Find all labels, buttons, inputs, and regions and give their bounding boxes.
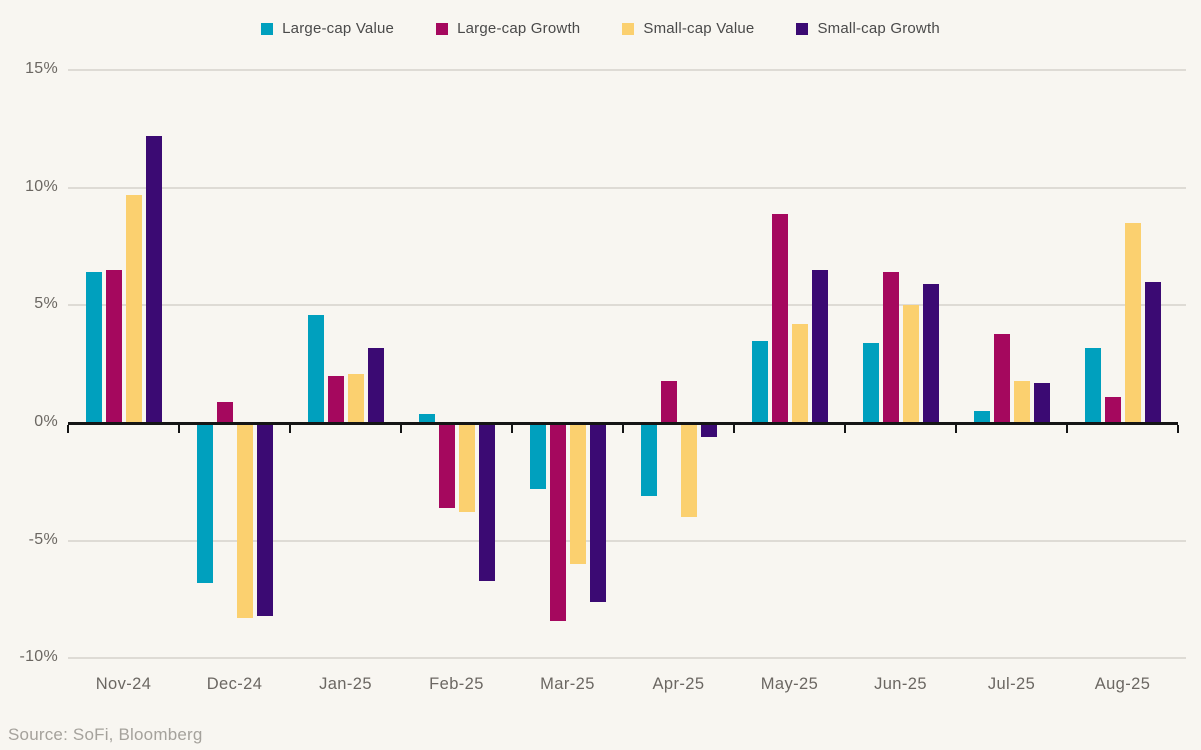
x-axis-tick	[400, 425, 402, 433]
bar	[530, 423, 546, 489]
bar	[368, 347, 384, 423]
bar	[681, 423, 697, 518]
x-axis-tick	[289, 425, 291, 433]
x-axis-label: Mar-25	[540, 675, 595, 693]
legend-item: Small-cap Value	[622, 20, 754, 37]
bar	[126, 194, 142, 423]
bar	[903, 305, 919, 423]
bar	[752, 340, 768, 423]
gridline	[68, 657, 1186, 660]
bar	[590, 423, 606, 602]
bar	[1085, 347, 1101, 423]
bar	[217, 401, 233, 423]
x-axis-tick	[1177, 425, 1179, 433]
x-axis-tick	[178, 425, 180, 433]
bar	[348, 373, 364, 423]
legend-label: Large-cap Value	[282, 20, 395, 37]
x-axis-tick	[1066, 425, 1068, 433]
bar	[308, 314, 324, 423]
legend-item: Small-cap Growth	[796, 20, 940, 37]
bar	[772, 213, 788, 423]
bar	[86, 272, 102, 423]
bar	[661, 380, 677, 423]
legend-swatch-icon	[796, 22, 809, 35]
bar	[792, 324, 808, 423]
gridline	[68, 304, 1186, 307]
x-axis-tick	[844, 425, 846, 433]
bar	[237, 423, 253, 619]
bar	[106, 270, 122, 423]
x-axis-label: Jan-25	[319, 675, 372, 693]
bar	[994, 333, 1010, 423]
x-axis-tick	[67, 425, 69, 433]
bar	[863, 343, 879, 423]
legend: Large-cap Value Large-cap Growth Small-cap…	[0, 20, 1201, 37]
x-axis-tick	[511, 425, 513, 433]
bar	[974, 411, 990, 423]
y-axis-tick-label: -5%	[28, 530, 58, 548]
bar	[1145, 281, 1161, 423]
gridline	[68, 186, 1186, 189]
x-axis-label: Dec-24	[206, 675, 263, 693]
y-axis-tick-label: 15%	[25, 60, 58, 78]
bar	[641, 423, 657, 496]
x-axis-tick	[955, 425, 957, 433]
x-axis-tick	[733, 425, 735, 433]
bar	[570, 423, 586, 565]
legend-label: Small-cap Value	[643, 20, 755, 37]
x-axis-tick	[622, 425, 624, 433]
legend-label: Large-cap Growth	[457, 20, 581, 37]
x-axis-line	[68, 422, 1178, 425]
legend-swatch-icon	[622, 22, 635, 35]
bar	[1125, 223, 1141, 423]
x-axis-label: Jun-25	[874, 675, 927, 693]
bar	[146, 136, 162, 423]
x-axis-label: Aug-25	[1094, 675, 1151, 693]
bar	[479, 423, 495, 581]
bar	[883, 272, 899, 423]
legend-item: Large-cap Growth	[436, 20, 580, 37]
y-axis-tick-label: 0%	[34, 413, 58, 430]
legend-item: Large-cap Value	[261, 20, 394, 37]
bar	[197, 423, 213, 583]
gridline	[68, 69, 1186, 72]
bar	[419, 413, 435, 423]
source-note: Source: SoFi, Bloomberg	[8, 725, 203, 744]
bar	[1014, 380, 1030, 423]
bar	[459, 423, 475, 513]
bar	[257, 423, 273, 616]
x-axis-label: Apr-25	[652, 675, 705, 693]
bar	[439, 423, 455, 508]
bar	[923, 284, 939, 423]
y-axis-tick-label: 10%	[25, 177, 58, 195]
bar	[812, 270, 828, 423]
legend-swatch-icon	[436, 22, 449, 35]
x-axis-label: May-25	[760, 675, 819, 693]
x-axis-label: Feb-25	[429, 675, 484, 693]
legend-label: Small-cap Growth	[817, 20, 940, 37]
bar	[550, 423, 566, 621]
y-axis-tick-label: 5%	[34, 295, 58, 313]
y-axis-tick-label: -10%	[19, 648, 58, 666]
x-axis-label: Nov-24	[95, 675, 152, 693]
bar	[1034, 383, 1050, 423]
x-axis-label: Jul-25	[987, 675, 1036, 693]
bar	[328, 375, 344, 423]
bar	[1105, 397, 1121, 423]
bar	[701, 423, 717, 438]
gridline	[68, 539, 1186, 542]
legend-swatch-icon	[261, 22, 274, 35]
